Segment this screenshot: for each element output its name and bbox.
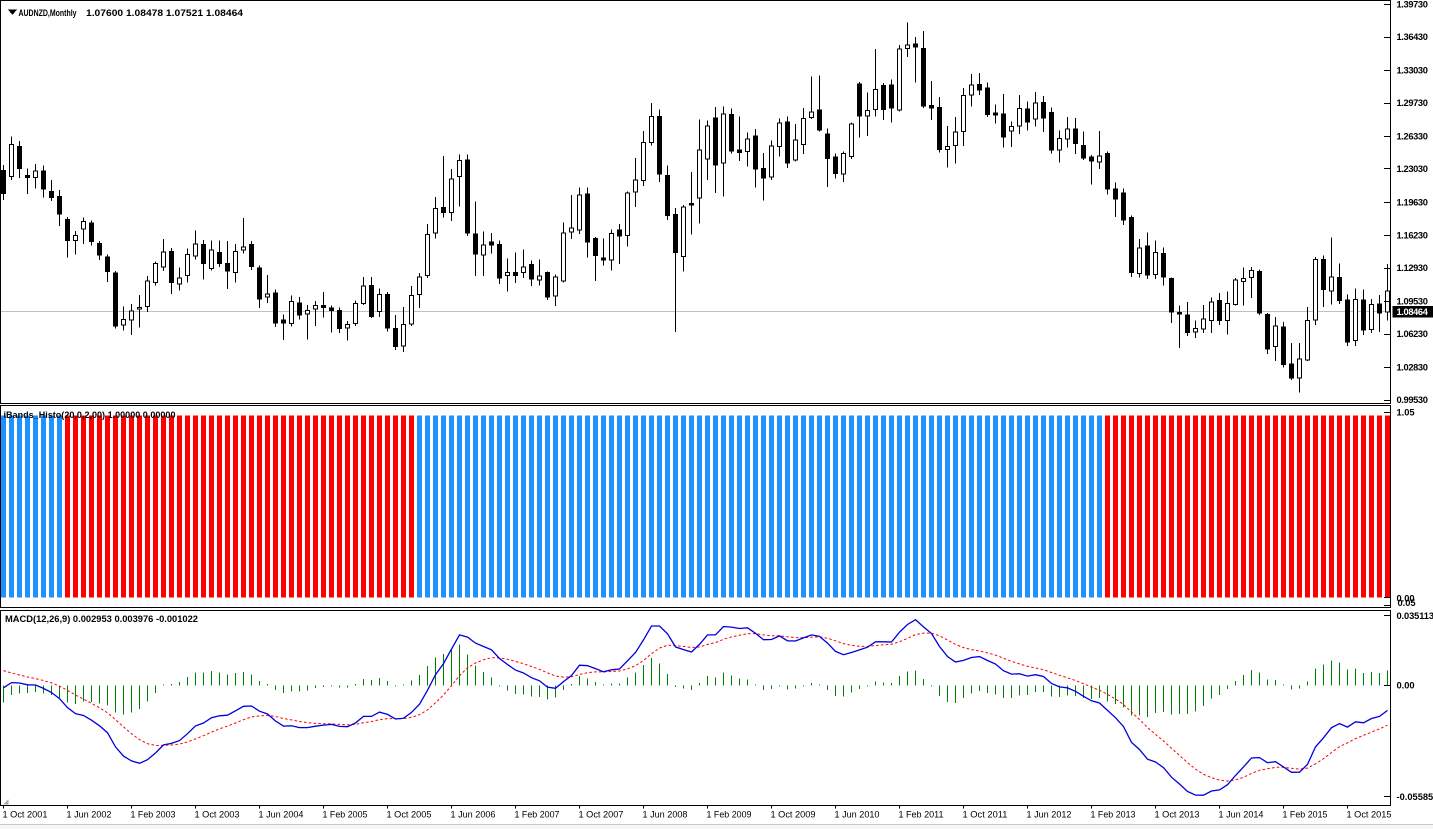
svg-text:1 Oct 2015: 1 Oct 2015 xyxy=(1347,810,1392,820)
svg-text:1.02830: 1.02830 xyxy=(1397,362,1428,372)
svg-text:1 Jun 2002: 1 Jun 2002 xyxy=(67,810,112,820)
svg-text:0.035113: 0.035113 xyxy=(1397,611,1433,621)
svg-text:1 Jun 2008: 1 Jun 2008 xyxy=(643,810,688,820)
svg-text:1 Jun 2012: 1 Jun 2012 xyxy=(1027,810,1072,820)
svg-text:1 Feb 2005: 1 Feb 2005 xyxy=(323,810,368,820)
svg-text:0.05: 0.05 xyxy=(1398,598,1416,608)
svg-text:1 Feb 2013: 1 Feb 2013 xyxy=(1091,810,1136,820)
svg-text:1 Oct 2009: 1 Oct 2009 xyxy=(771,810,816,820)
svg-text:1.07600 1.08478 1.07521 1.0846: 1.07600 1.08478 1.07521 1.08464 xyxy=(86,8,244,19)
svg-text:1.23030: 1.23030 xyxy=(1397,164,1428,174)
svg-text:1 Feb 2003: 1 Feb 2003 xyxy=(131,810,176,820)
svg-text:1 Oct 2001: 1 Oct 2001 xyxy=(3,810,48,820)
svg-text:1 Feb 2009: 1 Feb 2009 xyxy=(707,810,752,820)
svg-text:0.99530: 0.99530 xyxy=(1397,395,1428,405)
svg-text:MACD(12,26,9) 0.002953 0.00397: MACD(12,26,9) 0.002953 0.003976 -0.00102… xyxy=(5,614,198,625)
svg-text:1.33030: 1.33030 xyxy=(1397,66,1428,76)
svg-text:iBands_Histo(20,0,2,00) 1.0000: iBands_Histo(20,0,2,00) 1.00000 0.00000 xyxy=(4,410,176,421)
svg-text:1 Feb 2007: 1 Feb 2007 xyxy=(515,810,560,820)
svg-text:1 Oct 2005: 1 Oct 2005 xyxy=(387,810,432,820)
svg-text:1 Jun 2014: 1 Jun 2014 xyxy=(1219,810,1264,820)
svg-text:1.12930: 1.12930 xyxy=(1397,263,1428,273)
svg-text:1 Oct 2011: 1 Oct 2011 xyxy=(963,810,1008,820)
svg-text:0.00: 0.00 xyxy=(1397,681,1415,691)
svg-text:1 Jun 2010: 1 Jun 2010 xyxy=(835,810,880,820)
svg-text:1 Oct 2007: 1 Oct 2007 xyxy=(579,810,624,820)
svg-text:1 Oct 2013: 1 Oct 2013 xyxy=(1155,810,1200,820)
svg-text:1.29730: 1.29730 xyxy=(1397,98,1428,108)
svg-text:1 Oct 2003: 1 Oct 2003 xyxy=(195,810,240,820)
svg-text:1.26330: 1.26330 xyxy=(1397,131,1428,141)
svg-text:1.39730: 1.39730 xyxy=(1397,0,1428,10)
svg-text:1 Jun 2004: 1 Jun 2004 xyxy=(259,810,304,820)
svg-text:1.05: 1.05 xyxy=(1397,407,1415,417)
svg-text:1.19630: 1.19630 xyxy=(1397,197,1428,207)
svg-text:1.16230: 1.16230 xyxy=(1397,231,1428,241)
svg-text:1.08464: 1.08464 xyxy=(1397,307,1429,317)
svg-text:1 Feb 2015: 1 Feb 2015 xyxy=(1283,810,1328,820)
svg-text:1 Jun 2006: 1 Jun 2006 xyxy=(451,810,496,820)
svg-text:1 Feb 2011: 1 Feb 2011 xyxy=(899,810,944,820)
svg-text:1.09530: 1.09530 xyxy=(1397,297,1428,307)
svg-text:1.36430: 1.36430 xyxy=(1397,32,1428,42)
svg-text:1.06230: 1.06230 xyxy=(1397,329,1428,339)
svg-text:0.00: 0.00 xyxy=(1397,593,1415,603)
svg-text:AUDNZD,Monthly: AUDNZD,Monthly xyxy=(19,8,78,19)
